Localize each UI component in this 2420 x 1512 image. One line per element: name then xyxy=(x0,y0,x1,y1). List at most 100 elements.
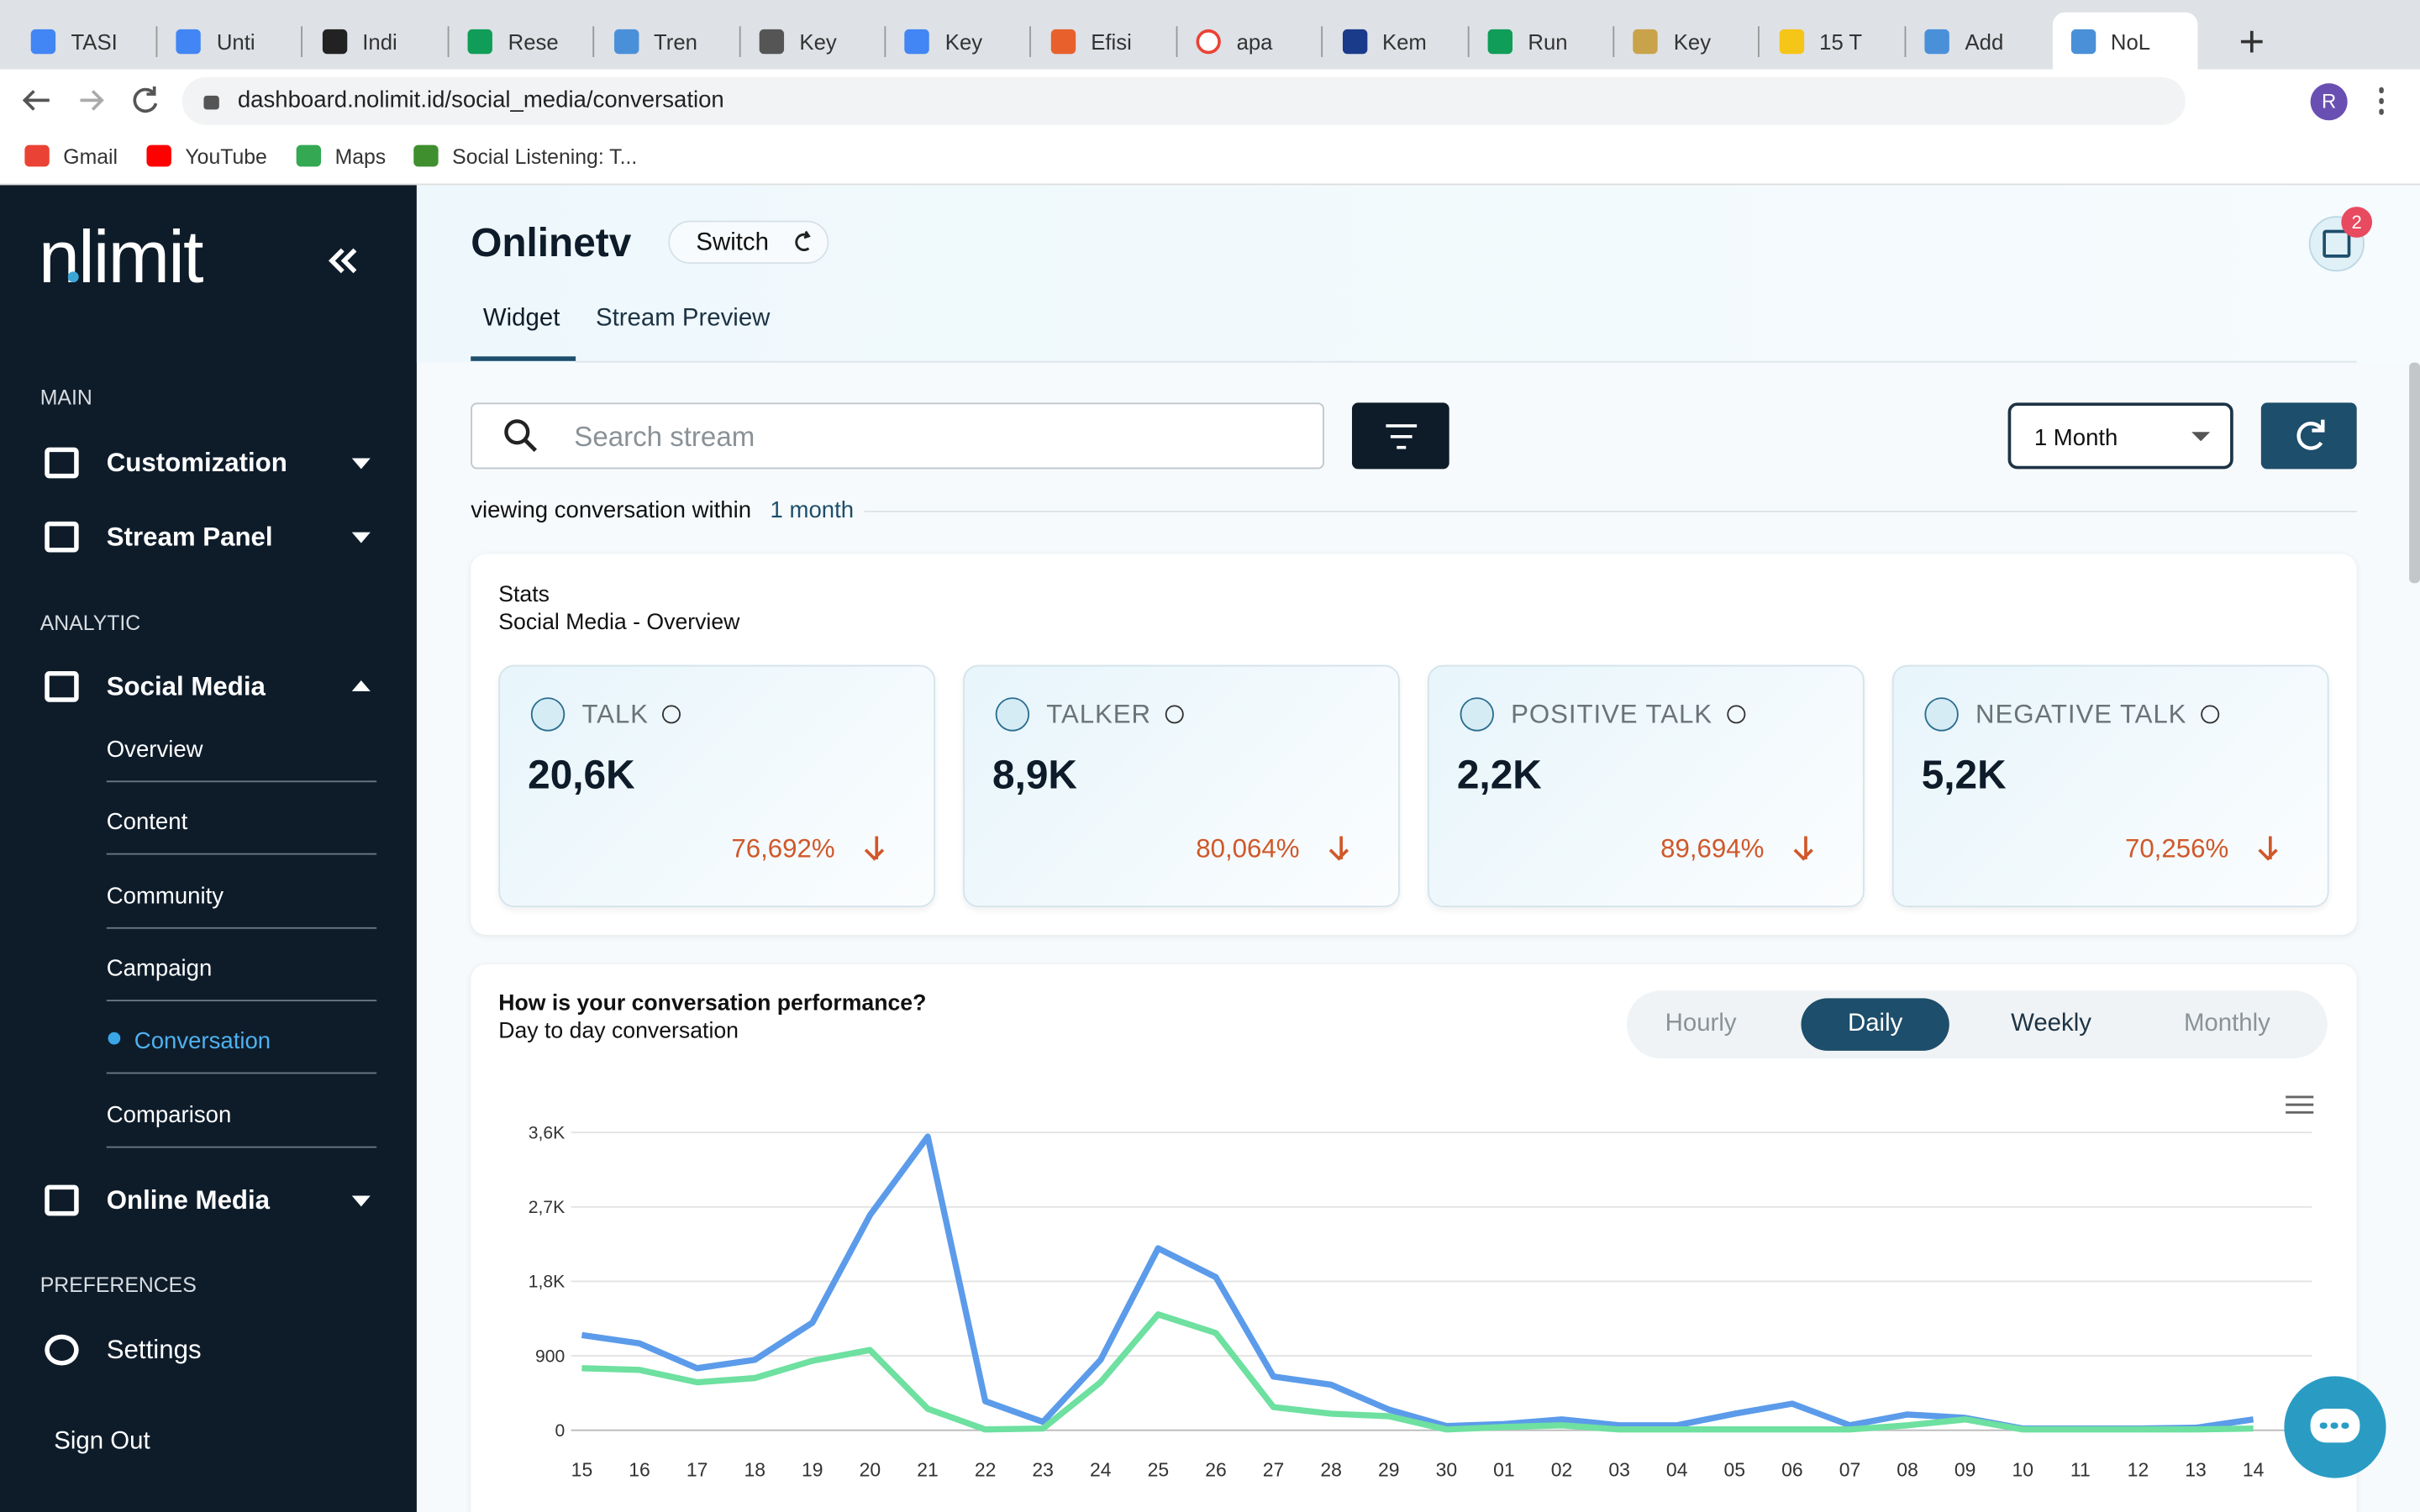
stat-card: TALK 20,6K 76,692% xyxy=(498,664,936,908)
tab[interactable]: Unti xyxy=(158,13,303,70)
tab[interactable]: Run xyxy=(1470,13,1615,70)
nav-item[interactable]: Customization xyxy=(106,448,287,478)
lock xyxy=(203,95,219,110)
sign-out[interactable]: Sign Out xyxy=(54,1428,150,1456)
bookmark[interactable]: Gmail xyxy=(63,145,118,169)
stats-subtitle: Social Media - Overview xyxy=(498,610,740,636)
nav-icon xyxy=(45,521,79,553)
tab-separator xyxy=(301,26,303,57)
caret-up xyxy=(351,680,371,691)
filter-button[interactable] xyxy=(1351,402,1449,470)
tab[interactable]: Add xyxy=(1907,13,2049,70)
section-heading: ANALYTIC xyxy=(39,611,141,635)
stat-value: 2,2K xyxy=(1456,751,1542,798)
tab[interactable]: Tren xyxy=(595,13,740,70)
sub-nav-divider xyxy=(106,1000,377,1001)
bookmark[interactable]: Maps xyxy=(334,145,387,169)
nav-item[interactable]: Online Media xyxy=(106,1185,271,1215)
down-arrow xyxy=(2269,836,2272,860)
nav-icon xyxy=(45,1334,79,1366)
tab-separator xyxy=(1029,26,1032,57)
tab-title: 15 T xyxy=(1819,29,1863,55)
tab[interactable]: Kem xyxy=(1323,13,1469,70)
nav-item[interactable]: Social Media xyxy=(106,671,266,701)
tab[interactable]: Efisi xyxy=(1032,13,1178,70)
granularity-option[interactable]: Monthly xyxy=(2183,1011,2270,1037)
performance-title: How is your conversation performance? xyxy=(498,991,927,1016)
favicon xyxy=(1050,29,1076,55)
sub-nav-item[interactable]: Comparison xyxy=(106,1101,232,1128)
nav-icon xyxy=(45,1184,79,1216)
url-pill[interactable] xyxy=(182,76,2186,125)
tab[interactable]: apa xyxy=(1178,13,1323,70)
favicon xyxy=(176,29,202,55)
notification-icon xyxy=(2323,229,2351,258)
granularity-option[interactable]: Weekly xyxy=(2011,1011,2091,1037)
sub-nav-item[interactable]: Content xyxy=(106,809,188,837)
sub-nav-item[interactable]: Campaign xyxy=(106,955,213,982)
caret-down xyxy=(351,458,371,470)
nav-item[interactable]: Settings xyxy=(106,1335,202,1365)
sub-nav-item[interactable]: Conversation xyxy=(134,1028,271,1055)
bookmark-icon xyxy=(146,144,171,167)
sub-nav-item[interactable]: Community xyxy=(106,882,224,910)
granularity-option[interactable]: Hourly xyxy=(1665,1011,1737,1037)
tab-title: Key xyxy=(944,29,983,55)
info-icon xyxy=(661,705,681,724)
active-dot xyxy=(108,1032,121,1045)
tab-title: Tren xyxy=(654,29,697,55)
tab-stream-preview[interactable]: Stream Preview xyxy=(595,305,771,332)
logo-dot xyxy=(67,271,79,283)
stat-icon xyxy=(995,697,1030,732)
info-icon xyxy=(1727,705,1746,724)
tab[interactable]: Indi xyxy=(303,13,450,70)
tab[interactable]: Key xyxy=(1615,13,1760,70)
tab-title: Add xyxy=(1965,29,2004,55)
tab[interactable]: Key xyxy=(886,13,1032,70)
section-heading: PREFERENCES xyxy=(39,1273,197,1297)
refresh-button[interactable] xyxy=(2260,402,2357,470)
period-dropdown[interactable]: 1 Month xyxy=(2007,402,2233,470)
tab-title: Key xyxy=(1673,29,1712,55)
nav-item[interactable]: Stream Panel xyxy=(106,522,273,552)
favicon xyxy=(1924,29,1950,55)
favicon xyxy=(1633,29,1659,55)
profile-avatar[interactable]: R xyxy=(2310,83,2348,121)
tab-title: Indi xyxy=(362,29,397,55)
viewing-period: 1 month xyxy=(770,497,855,524)
favicon xyxy=(1196,29,1222,55)
header-bg xyxy=(416,185,2420,363)
granularity-option[interactable]: Daily xyxy=(1847,1011,1903,1037)
favicon xyxy=(322,29,347,55)
tab[interactable]: 15 T xyxy=(1760,13,1906,70)
tab-separator xyxy=(1466,26,1469,57)
search-box[interactable] xyxy=(471,402,1324,470)
tab-title: Run xyxy=(1528,29,1568,55)
tab-separator xyxy=(155,26,158,57)
tab[interactable]: TASI xyxy=(13,13,158,70)
tab[interactable]: Key xyxy=(741,13,886,70)
tab-widget[interactable]: Widget xyxy=(482,305,560,332)
viewing-text: viewing conversation within xyxy=(471,497,752,524)
nav-icon xyxy=(45,447,79,479)
tab[interactable]: Rese xyxy=(450,13,595,70)
switch-label: Switch xyxy=(696,229,769,256)
stat-value: 20,6K xyxy=(528,751,635,798)
header-divider xyxy=(576,360,2357,363)
tab-title: Unti xyxy=(216,29,255,55)
stat-icon xyxy=(530,697,566,732)
bookmark[interactable]: Social Listening: T... xyxy=(452,145,638,169)
favicon xyxy=(759,29,785,55)
stat-card: TALKER 8,9K 80,064% xyxy=(963,664,1400,908)
info-icon xyxy=(2201,705,2220,724)
bookmark[interactable]: YouTube xyxy=(185,145,267,169)
tab-title: Key xyxy=(799,29,837,55)
sub-nav-item[interactable]: Overview xyxy=(106,737,203,764)
section-heading: MAIN xyxy=(39,386,92,410)
sub-nav-divider xyxy=(106,1072,377,1074)
stat-value: 5,2K xyxy=(1921,751,2007,798)
switch-button[interactable]: Switch xyxy=(668,220,829,265)
active-tab[interactable]: NoL xyxy=(2052,12,2197,70)
